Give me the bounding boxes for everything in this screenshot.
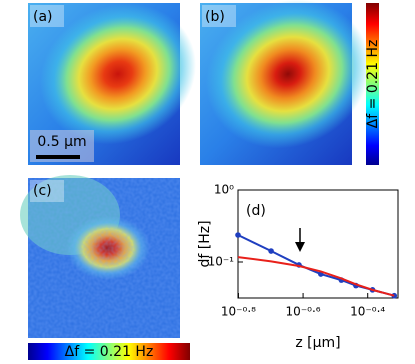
heatmap-peak [40, 3, 196, 145]
plot-frame [237, 189, 399, 299]
heatmap-peak [206, 0, 370, 149]
arrow-head [295, 242, 305, 252]
panel-label: (b) [205, 9, 225, 25]
panel-label: (a) [33, 9, 53, 25]
panel-label: (d) [246, 203, 266, 219]
panel-b: (b) [200, 0, 370, 165]
series-marker [268, 248, 274, 254]
x-tick-label: 10⁻⁰·⁴ [350, 305, 385, 319]
colorbar-label: Δf = 0.21 Hz [65, 344, 154, 360]
label-box [30, 5, 64, 27]
colorbar [366, 3, 379, 165]
x-axis-label: z [µm] [295, 335, 340, 351]
scale-bar-label: 0.5 µm [37, 134, 86, 150]
colorbar-label: Δf = 0.21 Hz [365, 40, 381, 129]
panel-c: (c) [20, 175, 180, 338]
scale-bar [36, 155, 80, 159]
y-tick-label: 10⁰ [214, 183, 234, 197]
label-box [30, 180, 64, 202]
label-box [202, 5, 236, 27]
heatmap-noise [28, 178, 180, 338]
panel-label: (c) [33, 183, 52, 199]
series-marker [235, 232, 241, 238]
colorbar [28, 343, 190, 360]
series-line [237, 256, 395, 297]
y-axis-label: df [Hz] [197, 220, 213, 267]
x-tick-label: 10⁻⁰·⁶ [286, 305, 321, 319]
panel-a: (a) 0.5 µm [28, 3, 196, 165]
panel-d: (d) df [Hz] z [µm] [197, 189, 399, 351]
x-tick-label: 10⁻⁰·⁸ [221, 305, 256, 319]
y-tick-label: 10⁻¹ [208, 254, 235, 268]
